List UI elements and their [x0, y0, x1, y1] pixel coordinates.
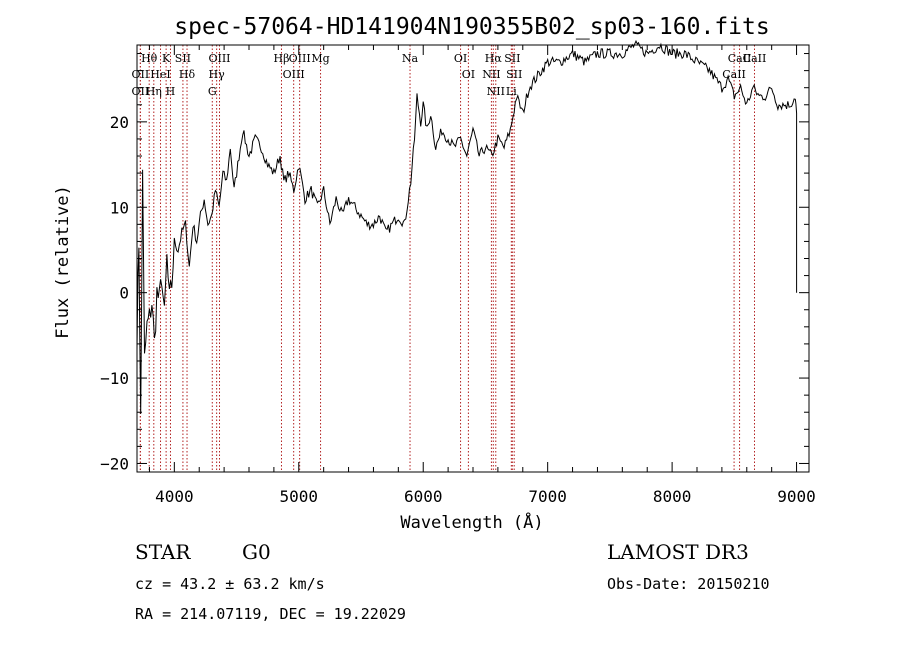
- line-marker-label: NII: [487, 85, 505, 98]
- line-marker-label: Hδ: [179, 68, 196, 81]
- line-marker-label: SII: [504, 52, 520, 65]
- y-tick-label: 20: [110, 113, 129, 132]
- x-tick-label: 7000: [528, 487, 567, 506]
- line-marker-label: Na: [402, 52, 419, 65]
- coordinates: RA = 214.07119, DEC = 19.22029: [135, 605, 406, 623]
- axis-ticks: 4000 5000 6000 7000 8000 9000 −20 −10 0 10 20: [100, 45, 816, 506]
- y-tick-label: −10: [100, 369, 129, 388]
- x-tick-label: 6000: [404, 487, 443, 506]
- line-marker-label: CaII: [743, 52, 767, 65]
- line-marker-label: Hβ: [274, 52, 290, 65]
- line-marker-label: OIII: [283, 68, 305, 81]
- object-class: STAR: [135, 540, 191, 564]
- y-tick-label: 10: [110, 198, 129, 217]
- x-axis-label: Wavelength (Å): [400, 511, 543, 533]
- line-marker-label: Hγ: [209, 68, 226, 81]
- object-subclass: G0: [242, 540, 271, 564]
- line-marker-label: NII: [482, 68, 500, 81]
- line-marker-label: H: [166, 85, 176, 98]
- line-marker-label: OIII: [289, 52, 311, 65]
- line-marker-label: HeI: [150, 68, 170, 81]
- x-tick-label: 4000: [155, 487, 194, 506]
- x-tick-label: 9000: [777, 487, 816, 506]
- line-marker-label: OII: [132, 85, 150, 98]
- line-marker-label: OI: [454, 52, 467, 65]
- plot-frame: [136, 44, 810, 473]
- x-tick-label: 5000: [280, 487, 319, 506]
- redshift-velocity: cz = 43.2 ± 63.2 km/s: [135, 575, 325, 593]
- line-marker-label: Mg: [311, 52, 329, 65]
- line-marker-label: CaII: [722, 68, 746, 81]
- survey-name: LAMOST DR3: [607, 540, 749, 564]
- y-tick-label: −20: [100, 454, 129, 473]
- line-marker-label: OI: [462, 68, 475, 81]
- line-marker-label: Hθ: [141, 52, 158, 65]
- line-marker-label: OIII: [208, 52, 230, 65]
- x-tick-label: 8000: [653, 487, 692, 506]
- observation-date: Obs-Date: 20150210: [607, 575, 770, 593]
- line-marker-label: Li: [506, 85, 517, 98]
- line-marker-label: SII: [175, 52, 191, 65]
- chart-title: spec-57064-HD141904N190355B02_sp03-160.f…: [174, 14, 769, 40]
- spectral-line-markers: [139, 45, 755, 472]
- line-marker-label: CaII: [728, 52, 752, 65]
- line-marker-label: K: [162, 52, 171, 65]
- line-marker-label: Hα: [485, 52, 503, 65]
- y-axis-label: Flux (relative): [53, 185, 73, 339]
- y-tick-label: 0: [119, 284, 129, 303]
- line-marker-label: SII: [506, 68, 522, 81]
- line-marker-label: Hη: [146, 85, 162, 98]
- flux-series-line: [136, 39, 798, 414]
- line-marker-label: G: [208, 85, 217, 98]
- line-marker-label: OII: [132, 68, 150, 81]
